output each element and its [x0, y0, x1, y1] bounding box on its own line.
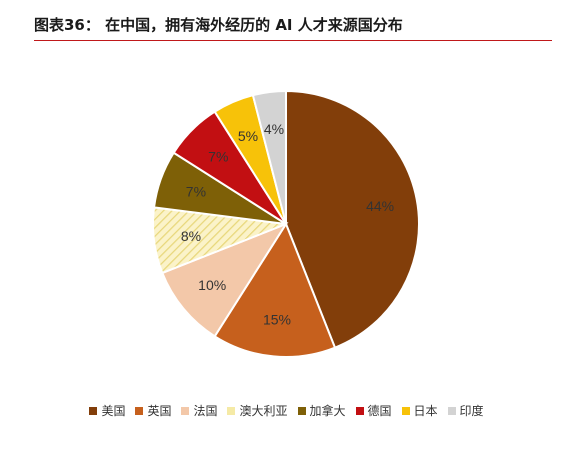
legend-item-4: 加拿大	[297, 402, 346, 419]
pie-slice-2	[161, 221, 289, 338]
legend-item-1: 英国	[135, 402, 171, 419]
legend-swatch-3	[227, 406, 236, 415]
legend-swatch-5	[355, 406, 364, 415]
legend-item-7: 印度	[447, 402, 484, 419]
slice-data-label-7: 4%	[264, 121, 284, 137]
legend-label-1: 英国	[147, 404, 172, 418]
legend-item-2: 法国	[181, 402, 217, 419]
legend-label-0: 美国	[101, 404, 126, 418]
legend-item-6: 日本	[401, 402, 438, 419]
pie-slice-0	[285, 89, 420, 349]
legend-swatch-0	[89, 406, 98, 415]
legend-label-2: 法国	[193, 404, 218, 418]
slice-data-label-3: 8%	[181, 228, 201, 244]
chart-legend: 美国 英国 法国 澳大利亚 加拿大 德国 日本 印度	[0, 402, 573, 419]
legend-swatch-2	[181, 406, 190, 415]
slice-data-label-2: 10%	[198, 277, 226, 293]
legend-label-5: 德国	[367, 404, 392, 418]
legend-item-3: 澳大利亚	[227, 402, 288, 419]
slice-data-label-1: 15%	[263, 311, 291, 327]
legend-swatch-1	[135, 406, 144, 415]
legend-item-0: 美国	[89, 402, 125, 419]
legend-item-5: 德国	[355, 402, 392, 419]
slice-data-label-0: 44%	[366, 198, 394, 214]
slice-data-label-6: 5%	[238, 128, 258, 144]
chart-title: 图表36： 在中国，拥有海外经历的 AI 人才来源国分布	[34, 16, 403, 34]
legend-label-6: 日本	[413, 404, 438, 418]
legend-label-7: 印度	[459, 404, 484, 418]
legend-swatch-6	[401, 406, 410, 415]
pie-slice-7	[251, 89, 287, 225]
legend-label-3: 澳大利亚	[239, 404, 288, 418]
legend-label-4: 加拿大	[309, 404, 346, 418]
pie-slice-1	[213, 221, 337, 358]
title-divider	[34, 40, 552, 41]
slice-data-label-5: 7%	[208, 148, 228, 164]
legend-swatch-7	[447, 406, 456, 415]
slice-data-label-4: 7%	[186, 184, 206, 200]
legend-swatch-4	[297, 406, 306, 415]
